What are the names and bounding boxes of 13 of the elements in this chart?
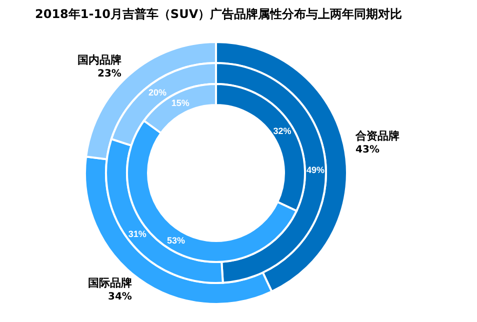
data-label: 23% (97, 68, 122, 80)
data-label: 34% (108, 291, 132, 302)
data-label: 32% (273, 126, 292, 136)
slice-label: 国际品牌 (88, 276, 132, 290)
data-label: 31% (128, 229, 146, 240)
data-label: 53% (167, 236, 186, 246)
data-label: 49% (306, 165, 324, 176)
data-label: 43% (356, 144, 380, 156)
data-label: 15% (171, 98, 190, 108)
data-label: 20% (148, 88, 167, 98)
slice-label: 合资品牌 (354, 130, 400, 143)
slice-label: 国内品牌 (77, 54, 122, 67)
chart-title: 2018年1-10月吉普车（SUV）广告品牌属性分布与上两年同期对比 (35, 7, 402, 21)
